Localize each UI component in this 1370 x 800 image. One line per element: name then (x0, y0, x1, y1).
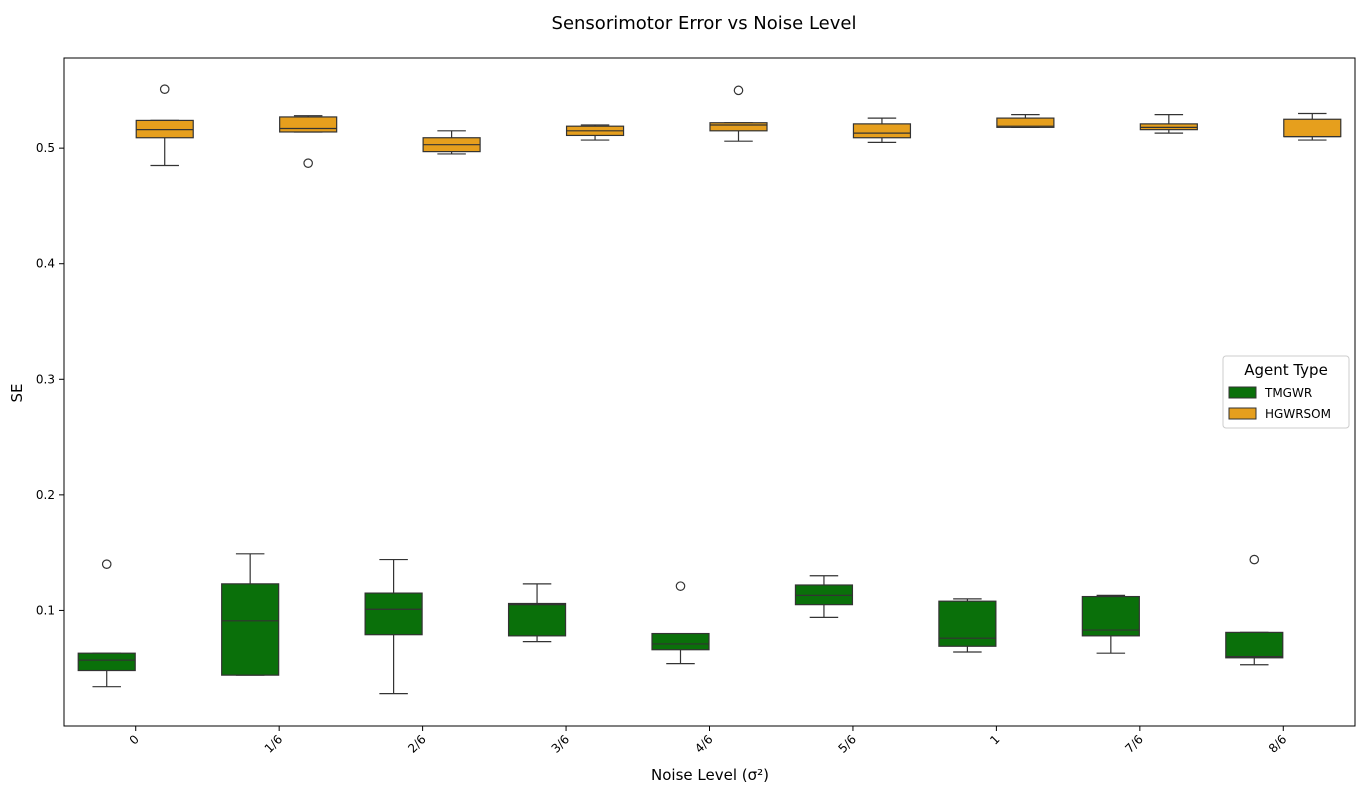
y-tick-label: 0.4 (36, 257, 55, 271)
box-hgwrsom-2 (422, 130, 481, 155)
legend-title: Agent Type (1244, 361, 1328, 379)
box-tmgwr-3 (507, 583, 567, 643)
box-tmgwr-0 (77, 559, 136, 688)
box-iqr (852, 123, 912, 139)
box-iqr (651, 632, 710, 651)
x-tick-label: 4/6 (692, 732, 716, 756)
box-tmgwr-5 (794, 575, 854, 618)
box-iqr (1081, 595, 1140, 637)
box-iqr (279, 116, 338, 133)
box-hgwrsom-5 (852, 117, 912, 143)
outlier-point (159, 84, 170, 95)
box-hgwrsom-6 (996, 114, 1055, 128)
legend-swatch-hgwrsom (1228, 407, 1257, 420)
x-tick-label: 1/6 (262, 732, 286, 756)
box-tmgwr-7 (1081, 594, 1140, 654)
x-tick-label: 0 (127, 732, 142, 747)
outlier-point (1249, 554, 1260, 565)
box-iqr (507, 602, 567, 637)
legend-swatch-tmgwr (1228, 386, 1257, 399)
box-tmgwr-6 (938, 598, 997, 653)
box-tmgwr-4 (651, 581, 710, 665)
box-iqr (221, 583, 280, 676)
box-hgwrsom-0 (135, 84, 194, 167)
x-tick-label: 7/6 (1122, 732, 1146, 756)
outlier-point (303, 158, 313, 168)
x-axis-title: Noise Level (σ²) (651, 766, 769, 784)
box-hgwrsom-8 (1283, 112, 1342, 141)
y-axis-title: SE (8, 384, 26, 403)
outlier-point (101, 559, 112, 570)
y-tick-label: 0.2 (36, 488, 55, 502)
x-tick-label: 8/6 (1266, 732, 1290, 756)
box-iqr (938, 600, 997, 647)
box-hgwrsom-4 (709, 85, 768, 142)
chart-title: Sensorimotor Error vs Noise Level (552, 13, 857, 34)
box-iqr (1225, 631, 1284, 659)
y-tick-label: 0.5 (36, 141, 55, 155)
box-tmgwr-2 (364, 558, 423, 695)
legend: Agent Type TMGWR HGWRSOM (1222, 355, 1350, 429)
legend-label-tmgwr: TMGWR (1264, 386, 1312, 400)
box-hgwrsom-3 (565, 124, 625, 141)
y-tick-label: 0.1 (36, 603, 55, 617)
x-tick-label: 3/6 (549, 732, 573, 756)
box-iqr (709, 122, 768, 132)
x-tick-label: 1 (987, 732, 1002, 747)
box-iqr (996, 117, 1055, 128)
outlier-point (733, 85, 744, 96)
box-hgwrsom-7 (1139, 114, 1198, 134)
box-iqr (77, 652, 136, 672)
box-iqr (1283, 118, 1342, 138)
box-tmgwr-1 (221, 553, 280, 676)
box-iqr (364, 592, 423, 636)
box-tmgwr-8 (1225, 554, 1284, 666)
outlier-point (675, 581, 686, 591)
series-tmgwr (77, 553, 1284, 695)
x-tick-label: 5/6 (836, 732, 860, 756)
y-tick-label: 0.3 (36, 372, 55, 386)
series-hgwrsom (135, 84, 1342, 168)
legend-label-hgwrsom: HGWRSOM (1265, 407, 1331, 421)
x-tick-label: 2/6 (405, 732, 429, 756)
plot-area (77, 84, 1342, 695)
box-hgwrsom-1 (279, 115, 338, 168)
